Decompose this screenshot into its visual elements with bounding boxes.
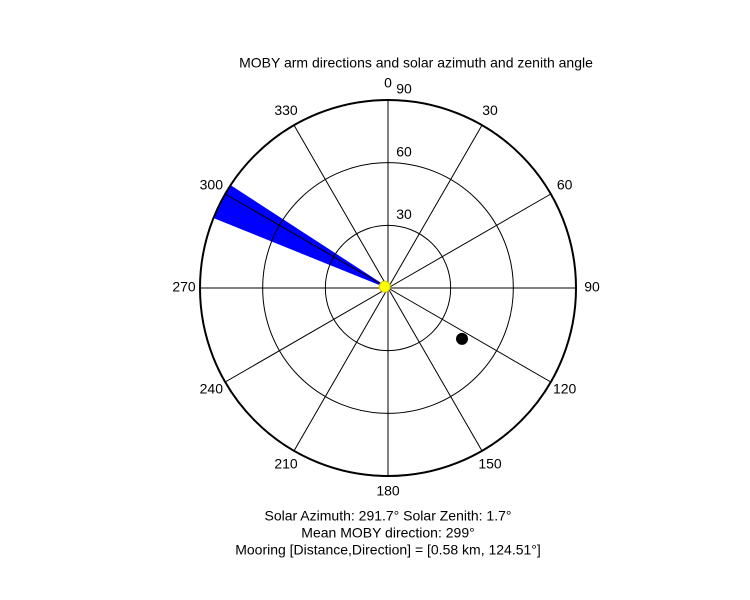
theta-tick-label: 210 bbox=[274, 455, 298, 471]
point bbox=[378, 280, 391, 293]
theta-tick-label: 0 bbox=[384, 75, 392, 91]
theta-tick-label: 120 bbox=[553, 381, 577, 397]
r-tick-label: 90 bbox=[396, 81, 412, 97]
theta-tick-label: 150 bbox=[478, 455, 502, 471]
spoke bbox=[224, 287, 389, 383]
theta-tick-label: 270 bbox=[172, 279, 196, 295]
point bbox=[456, 332, 469, 345]
spoke bbox=[293, 287, 389, 452]
theta-tick-label: 240 bbox=[200, 381, 224, 397]
annotation: Mean MOBY direction: 299° bbox=[301, 525, 474, 541]
annotation: Solar Azimuth: 291.7° Solar Zenith: 1.7° bbox=[265, 508, 512, 524]
theta-tick-label: 90 bbox=[584, 279, 600, 295]
spoke bbox=[293, 124, 389, 289]
theta-tick-label: 180 bbox=[376, 483, 400, 499]
spoke bbox=[387, 287, 483, 452]
chart-title: MOBY arm directions and solar azimuth an… bbox=[239, 55, 593, 71]
theta-tick-label: 60 bbox=[557, 177, 573, 193]
spoke bbox=[224, 193, 389, 289]
r-tick-label: 60 bbox=[396, 143, 412, 159]
ring bbox=[324, 224, 452, 352]
ring bbox=[262, 162, 514, 414]
theta-tick-label: 330 bbox=[274, 102, 298, 118]
spoke bbox=[387, 287, 552, 383]
theta-tick-label: 30 bbox=[482, 102, 498, 118]
ring bbox=[199, 99, 577, 477]
r-tick-label: 30 bbox=[396, 206, 412, 222]
theta-tick-label: 300 bbox=[200, 177, 224, 193]
spoke bbox=[387, 124, 483, 289]
spoke bbox=[387, 193, 552, 289]
annotation: Mooring [Distance,Direction] = [0.58 km,… bbox=[235, 542, 541, 558]
